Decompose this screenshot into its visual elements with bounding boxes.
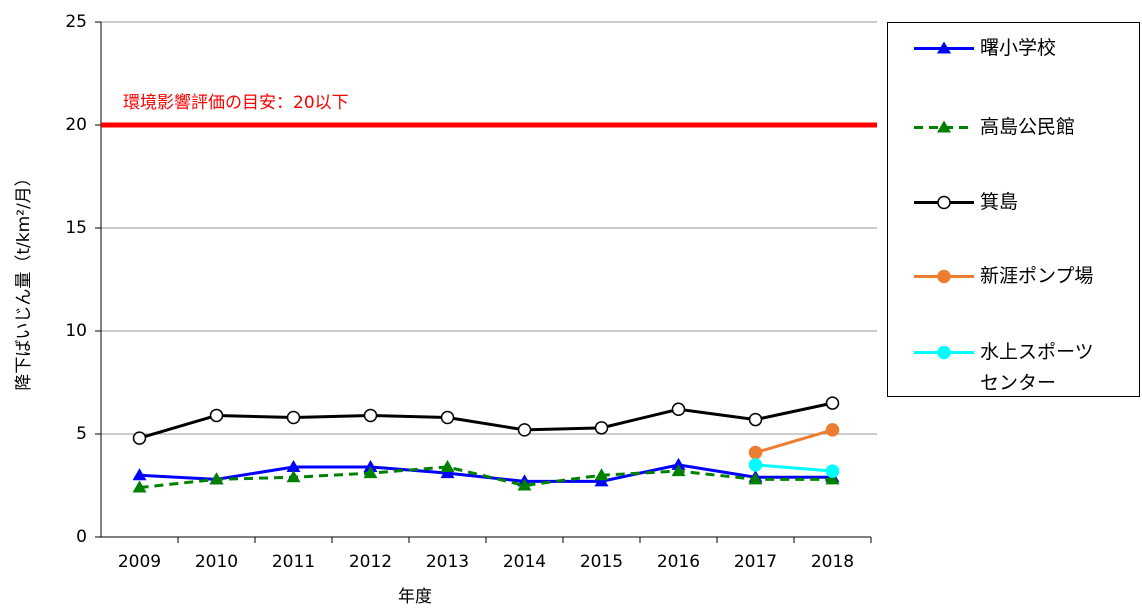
y-tick-label: 20 <box>65 115 87 135</box>
y-axis-label: 降下ばいじん量（t/km²/月） <box>14 169 34 390</box>
marker <box>937 269 951 284</box>
chart: 年度 降下ばいじん量（t/km²/月） 0 5 10 15 20 25 2009 2010 20… <box>14 12 877 607</box>
y-tick-label: 0 <box>76 527 87 547</box>
y-tick-label: 10 <box>65 321 87 341</box>
marker <box>594 421 609 435</box>
legend-label: 新涯ポンプ場 <box>980 265 1094 287</box>
marker <box>517 423 532 437</box>
marker <box>440 459 455 472</box>
x-tick-label: 2012 <box>349 552 392 572</box>
series-line <box>139 465 833 490</box>
x-tick-label: 2014 <box>503 552 546 572</box>
legend-swatch <box>914 41 974 54</box>
y-tick-label: 25 <box>65 12 87 32</box>
marker <box>286 410 301 425</box>
x-tick-label: 2017 <box>734 552 777 572</box>
marker <box>594 468 609 481</box>
legend-swatch <box>914 120 974 133</box>
marker <box>363 466 378 479</box>
marker <box>825 423 840 437</box>
marker <box>671 464 686 477</box>
marker <box>937 41 951 54</box>
series-line <box>139 463 833 483</box>
marker <box>440 466 455 479</box>
marker <box>209 472 224 485</box>
marker <box>825 464 840 478</box>
x-tick-label: 2015 <box>580 552 623 572</box>
legend-label: 高島公民館 <box>980 116 1076 138</box>
x-tick-label: 2011 <box>272 552 315 572</box>
marker <box>937 345 951 360</box>
legend: 曙小学校高島公民館箕島新涯ポンプ場水上スポーツセンター <box>887 22 1140 397</box>
x-axis-label: 年度 <box>398 587 432 607</box>
marker <box>132 431 147 445</box>
marker <box>440 410 455 425</box>
x-tick-label: 2013 <box>426 552 469 572</box>
marker <box>517 478 532 491</box>
marker <box>825 396 840 410</box>
marker <box>363 459 378 472</box>
marker <box>286 470 301 483</box>
legend-label: 水上スポーツセンター <box>980 341 1094 394</box>
y-tick-label: 15 <box>65 218 87 238</box>
legend-swatch <box>914 269 974 284</box>
marker <box>671 402 686 417</box>
legend-swatch <box>914 195 974 210</box>
x-tick-label: 2009 <box>118 552 161 572</box>
x-tick-label: 2016 <box>657 552 700 572</box>
marker <box>937 120 951 133</box>
marker <box>937 195 951 210</box>
marker <box>748 472 763 485</box>
legend-swatch <box>914 345 974 360</box>
legend-label: 曙小学校 <box>980 37 1057 59</box>
legend-label: 箕島 <box>980 191 1019 213</box>
series-line <box>755 428 833 454</box>
marker <box>748 412 763 427</box>
series-line <box>755 463 833 473</box>
marker <box>748 445 763 460</box>
marker <box>671 457 686 470</box>
threshold-label: 環境影響評価の目安：20以下 <box>123 93 349 113</box>
marker <box>363 408 378 423</box>
marker <box>132 468 147 481</box>
x-tick-label: 2018 <box>811 552 854 572</box>
marker <box>209 408 224 423</box>
x-tick-label: 2010 <box>195 552 238 572</box>
y-tick-label: 5 <box>76 424 87 444</box>
marker <box>132 480 147 493</box>
marker <box>748 458 763 472</box>
marker <box>286 459 301 472</box>
marker <box>825 472 840 485</box>
marker <box>594 474 609 487</box>
series-line <box>139 401 833 440</box>
